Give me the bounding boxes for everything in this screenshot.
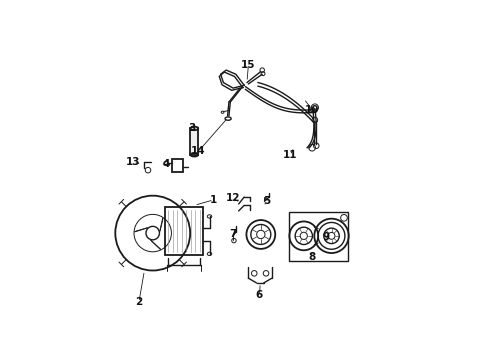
Text: 6: 6 [256, 291, 263, 301]
Bar [165, 207, 203, 255]
Text: 3: 3 [188, 123, 195, 133]
Text: 8: 8 [309, 252, 316, 262]
Text: 2: 2 [135, 297, 143, 307]
Text: 14: 14 [191, 146, 206, 156]
Text: 12: 12 [226, 193, 241, 203]
Bar [289, 212, 348, 261]
Text: 5: 5 [263, 196, 270, 206]
Bar [172, 159, 183, 172]
Text: 7: 7 [229, 229, 237, 239]
Text: 1: 1 [210, 195, 218, 205]
Text: 4: 4 [163, 159, 170, 169]
Text: 9: 9 [322, 232, 330, 242]
Text: 11: 11 [283, 150, 297, 161]
Ellipse shape [191, 127, 198, 130]
Text: 10: 10 [305, 105, 319, 115]
Bar [191, 129, 198, 155]
Text: 13: 13 [126, 157, 141, 167]
Text: 15: 15 [241, 60, 256, 70]
